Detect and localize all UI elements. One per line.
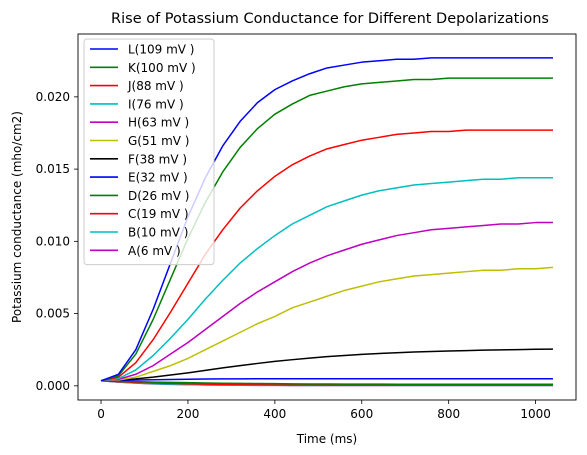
y-tick-label: 0.000 xyxy=(36,379,70,393)
x-tick-label: 200 xyxy=(176,407,199,421)
legend-label: F(38 mV ) xyxy=(128,152,187,166)
legend-label: A(6 mV ) xyxy=(128,244,181,258)
series-layer xyxy=(100,57,554,387)
series-line-1 xyxy=(100,77,553,382)
series-line-3 xyxy=(100,177,553,382)
legend-label: D(26 mV ) xyxy=(128,189,189,203)
series-line-2 xyxy=(100,129,553,382)
x-axis-ticks: 0 200 400 600 800 1000 xyxy=(97,400,551,421)
series-line-7 xyxy=(101,378,553,382)
series-line-4 xyxy=(100,221,553,382)
y-tick-label: 0.005 xyxy=(36,307,70,321)
legend-label: J(88 mV ) xyxy=(127,79,184,93)
chart-title: Rise of Potassium Conductance for Differ… xyxy=(111,11,549,27)
x-tick-label: 600 xyxy=(350,407,373,421)
plot-frame xyxy=(77,33,577,401)
series-line-6 xyxy=(100,348,553,382)
legend-label: B(10 mV ) xyxy=(128,226,188,240)
y-tick-label: 0.015 xyxy=(36,162,70,176)
y-axis-label: Potassium conductance (mho/cm2) xyxy=(10,111,24,323)
legend: L(109 mV ) K(100 mV ) J(88 mV ) I(76 mV ) H(… xyxy=(83,38,215,266)
x-axis-label: Time (ms) xyxy=(296,432,358,446)
legend-label: I(76 mV ) xyxy=(128,97,184,111)
legend-box xyxy=(83,38,215,266)
x-tick-label: 1000 xyxy=(520,407,551,421)
legend-label: E(32 mV ) xyxy=(128,171,188,185)
legend-label: G(51 mV ) xyxy=(128,134,189,148)
y-tick-label: 0.010 xyxy=(36,234,70,248)
y-tick-label: 0.020 xyxy=(36,90,70,104)
series-line-5 xyxy=(100,266,554,382)
series-line-8 xyxy=(101,380,553,385)
x-tick-label: 400 xyxy=(263,407,286,421)
legend-label: K(100 mV ) xyxy=(128,61,196,75)
legend-label: C(19 mV ) xyxy=(128,207,189,221)
x-tick-label: 0 xyxy=(97,407,105,421)
legend-label: L(109 mV ) xyxy=(128,43,194,57)
x-tick-label: 800 xyxy=(437,407,460,421)
series-line-9 xyxy=(100,380,553,386)
legend-label: H(63 mV ) xyxy=(128,116,189,130)
y-axis-ticks: 0.000 0.005 0.010 0.015 0.020 xyxy=(36,90,78,393)
